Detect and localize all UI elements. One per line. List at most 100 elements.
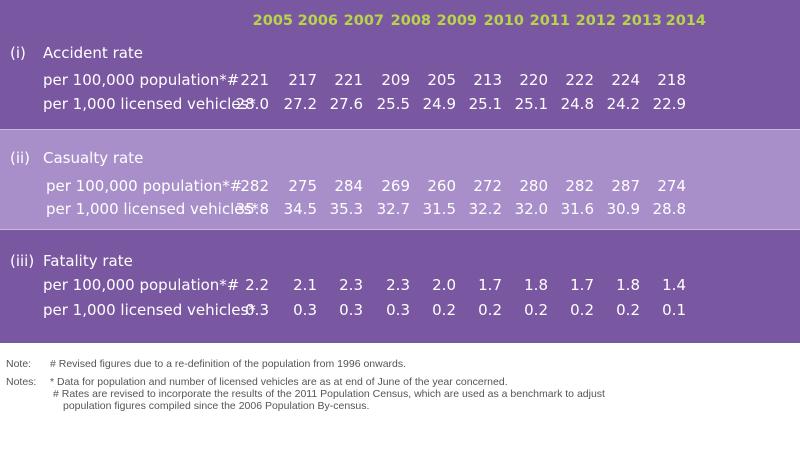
divider (0, 129, 800, 130)
table-cell: 280 (519, 177, 548, 195)
table-cell: 0.2 (524, 301, 548, 319)
year-header: 2013 (621, 13, 662, 29)
table-cell: 272 (473, 177, 502, 195)
note-label: Note: (6, 358, 32, 370)
table-cell: 284 (334, 177, 363, 195)
table-cell: 1.7 (570, 276, 594, 294)
year-header: 2008 (390, 13, 431, 29)
table-cell: 35.3 (329, 200, 363, 218)
note-line: Note: # Revised figures due to a re-defin… (6, 358, 605, 370)
table-cell: 213 (473, 71, 502, 89)
table-cell: 0.3 (245, 301, 269, 319)
section-heading-fatality-rate: (iii) Fatality rate (10, 252, 133, 270)
note-text: # Revised figures due to a re-definition… (50, 358, 407, 370)
row-label: per 100,000 population*# (43, 71, 240, 89)
table-cell: 28.8 (652, 200, 686, 218)
table-cell: 1.4 (662, 276, 686, 294)
table-cell: 2.1 (293, 276, 317, 294)
table-cell: 27.6 (329, 95, 363, 113)
note-line: # Rates are revised to incorporate the r… (6, 388, 605, 400)
table-cell: 205 (427, 71, 456, 89)
table-cell: 209 (381, 71, 410, 89)
year-header: 2014 (665, 13, 706, 29)
table-cell: 1.8 (524, 276, 548, 294)
year-header: 2007 (343, 13, 384, 29)
note-line: population figures compiled since the 20… (6, 400, 605, 412)
table-cell: 0.2 (478, 301, 502, 319)
note-line: Notes: * Data for population and number o… (6, 376, 605, 388)
table-cell: 32.7 (376, 200, 410, 218)
casualty-rate-band (0, 129, 800, 229)
table-cell: 218 (657, 71, 686, 89)
section-number: (i) (10, 44, 26, 62)
table-cell: 32.2 (468, 200, 502, 218)
year-header: 2009 (436, 13, 477, 29)
table-cell: 269 (381, 177, 410, 195)
table-cell: 1.7 (478, 276, 502, 294)
table-cell: 24.2 (606, 95, 640, 113)
table-cell: 0.3 (386, 301, 410, 319)
table-cell: 24.8 (560, 95, 594, 113)
year-header: 2011 (529, 13, 570, 29)
table-cell: 2.3 (386, 276, 410, 294)
section-heading-casualty-rate: (ii) Casualty rate (10, 149, 143, 167)
table-cell: 282 (240, 177, 269, 195)
footnotes: Note: # Revised figures due to a re-defin… (6, 358, 605, 412)
table-cell: 287 (611, 177, 640, 195)
table-cell: 217 (288, 71, 317, 89)
table-cell: 1.8 (616, 276, 640, 294)
note-text: # Rates are revised to incorporate the r… (53, 388, 605, 400)
year-header: 2005 (252, 13, 293, 29)
divider (0, 229, 800, 230)
table-cell: 31.5 (422, 200, 456, 218)
table-cell: 25.1 (468, 95, 502, 113)
table-cell: 34.5 (283, 200, 317, 218)
table-cell: 32.0 (514, 200, 548, 218)
table-cell: 30.9 (606, 200, 640, 218)
section-title: Fatality rate (43, 252, 133, 270)
table-cell: 2.3 (339, 276, 363, 294)
table-cell: 221 (334, 71, 363, 89)
statistics-table: 2005 2006 2007 2008 2009 2010 2011 2012 … (0, 0, 800, 343)
section-title: Casualty rate (43, 149, 144, 167)
notes-label: Notes: (6, 376, 37, 388)
table-cell: 220 (519, 71, 548, 89)
section-title: Accident rate (43, 44, 144, 62)
table-cell: 2.2 (245, 276, 269, 294)
table-cell: 0.2 (570, 301, 594, 319)
table-cell: 31.6 (560, 200, 594, 218)
row-label: per 1,000 licensed vehicles* (43, 301, 256, 319)
table-cell: 224 (611, 71, 640, 89)
table-cell: 0.2 (616, 301, 640, 319)
row-label: per 1,000 licensed vehicles* (46, 200, 259, 218)
table-cell: 28.0 (235, 95, 269, 113)
table-cell: 2.0 (432, 276, 456, 294)
table-cell: 35.8 (235, 200, 269, 218)
table-cell: 282 (565, 177, 594, 195)
table-cell: 0.1 (662, 301, 686, 319)
note-text: * Data for population and number of lice… (50, 376, 508, 388)
section-heading-accident-rate: (i) Accident rate (10, 44, 143, 62)
year-header: 2012 (575, 13, 616, 29)
year-header: 2006 (297, 13, 338, 29)
table-cell: 0.2 (432, 301, 456, 319)
table-cell: 24.9 (422, 95, 456, 113)
section-number: (ii) (10, 149, 31, 167)
table-cell: 22.9 (652, 95, 686, 113)
table-cell: 221 (240, 71, 269, 89)
table-cell: 260 (427, 177, 456, 195)
note-text: population figures compiled since the 20… (63, 400, 370, 412)
table-cell: 0.3 (293, 301, 317, 319)
row-label: per 100,000 population*# (46, 177, 243, 195)
row-label: per 1,000 licensed vehicles* (43, 95, 256, 113)
table-cell: 25.5 (376, 95, 410, 113)
table-cell: 25.1 (514, 95, 548, 113)
table-cell: 222 (565, 71, 594, 89)
table-cell: 275 (288, 177, 317, 195)
table-cell: 27.2 (283, 95, 317, 113)
table-cell: 274 (657, 177, 686, 195)
table-cell: 0.3 (339, 301, 363, 319)
row-label: per 100,000 population*# (43, 276, 240, 294)
year-header: 2010 (483, 13, 524, 29)
section-number: (iii) (10, 252, 35, 270)
